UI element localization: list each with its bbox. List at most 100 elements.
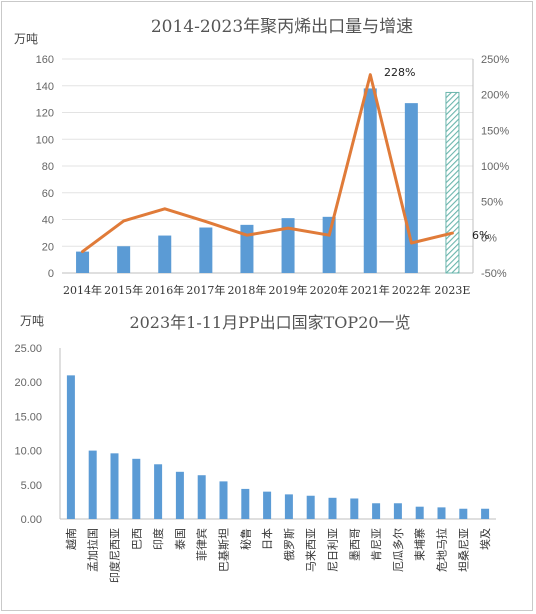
chart2-bar bbox=[197, 475, 206, 519]
chart1-y2-tick-label: 50% bbox=[481, 197, 503, 209]
chart1-y2-tick-label: 150% bbox=[481, 125, 509, 137]
chart2-bar bbox=[110, 453, 119, 519]
chart2-bar bbox=[437, 507, 446, 519]
chart2-bar bbox=[154, 464, 163, 519]
chart1-y-tick-label: 80 bbox=[42, 161, 54, 173]
chart1-x-tick-label: 2023E bbox=[434, 284, 470, 297]
chart1-x-tick-label: 2018年 bbox=[227, 283, 266, 297]
chart2-bar bbox=[241, 488, 250, 519]
chart2-x-tick-label: 印度尼西亚 bbox=[108, 528, 122, 583]
annotation-6: 6% bbox=[472, 229, 489, 242]
chart1-x-tick-label: 2015年 bbox=[104, 283, 143, 297]
chart2-x-tick-label: 孟加拉国 bbox=[86, 528, 100, 572]
chart2-x-tick-label: 日本 bbox=[260, 528, 274, 550]
chart2-x-tick-label: 坦桑尼亚 bbox=[456, 528, 470, 572]
chart-1: 2014-2023年聚丙烯出口量与增速 万吨 0 20 40 60 80 100 120 14… bbox=[14, 17, 509, 297]
chart2-y-tick-label: 10.00 bbox=[14, 446, 42, 458]
chart2-bar bbox=[481, 508, 490, 519]
chart1-y2-tick-label: 0% bbox=[481, 232, 497, 244]
chart1-y-tick-label: 140 bbox=[36, 81, 54, 93]
chart1-y-tick-label: 100 bbox=[36, 134, 54, 146]
chart2-y-tick-label: 5.00 bbox=[21, 480, 42, 492]
chart2-x-tick-label: 巴基斯坦 bbox=[217, 528, 231, 572]
chart2-x-tick-label: 印度 bbox=[151, 528, 165, 550]
chart2-x-tick-label: 墨西哥 bbox=[348, 528, 361, 561]
chart1-title: 2014-2023年聚丙烯出口量与增速 bbox=[151, 17, 413, 37]
chart1-y-tick-label: 120 bbox=[36, 108, 54, 120]
chart2-bar bbox=[350, 498, 359, 519]
chart2-bar bbox=[175, 471, 184, 519]
chart2-bar bbox=[263, 491, 272, 519]
chart1-growth-line bbox=[81, 73, 454, 254]
chart1-bar bbox=[199, 227, 213, 273]
chart-2: 2023年1-11月PP出口国家TOP20一览 万吨 0.00 5.00 10.00… bbox=[14, 313, 496, 583]
chart1-ylabel: 万吨 bbox=[14, 32, 38, 46]
chart2-y-tick-label: 20.00 bbox=[14, 377, 42, 389]
chart1-bar bbox=[76, 251, 90, 273]
chart2-x-tick-label: 菲律宾 bbox=[195, 528, 209, 561]
chart2-x-tick-label: 俄罗斯 bbox=[283, 528, 296, 561]
chart1-x-tick-label: 2017年 bbox=[186, 283, 225, 297]
chart2-bar bbox=[328, 497, 337, 519]
chart2-y-ticks: 0.00 5.00 10.00 15.00 20.00 25.00 bbox=[14, 343, 496, 526]
chart2-x-tick-label: 巴西 bbox=[130, 528, 143, 550]
chart1-x-tick-label: 2014年 bbox=[63, 283, 102, 297]
chart2-x-tick-label: 厄瓜多尔 bbox=[391, 528, 405, 572]
chart2-bar bbox=[219, 481, 228, 519]
chart2-bar bbox=[393, 503, 402, 519]
chart2-x-tick-label: 柬埔寨 bbox=[413, 528, 427, 561]
chart2-bar bbox=[415, 506, 424, 519]
chart1-y2-tick-label: -50% bbox=[481, 268, 507, 280]
chart1-x-ticks: 2014年 2015年 2016年 2017年 2018年 2019年 2020年 2021年… bbox=[63, 283, 470, 297]
chart2-title: 2023年1-11月PP出口国家TOP20一览 bbox=[129, 313, 410, 332]
chart1-x-tick-label: 2021年 bbox=[351, 283, 390, 297]
chart1-y2-ticks: -50% 0% 50% 100% 150% 200% 250% bbox=[481, 54, 509, 280]
chart1-bar bbox=[281, 218, 295, 273]
chart2-bar bbox=[306, 495, 315, 519]
chart2-bar bbox=[372, 503, 381, 519]
chart2-y-tick-label: 15.00 bbox=[14, 411, 42, 423]
chart2-bar bbox=[284, 494, 293, 519]
chart1-y-ticks: 0 20 40 60 80 100 120 140 160 bbox=[36, 54, 54, 280]
chart2-x-tick-label: 越南 bbox=[64, 528, 78, 550]
chart2-bar bbox=[66, 375, 75, 519]
chart2-x-ticks: 越南 孟加拉国 印度尼西亚 巴西 印度 泰国 菲律宾 巴基斯坦 秘鲁 日本 俄罗斯 马来西亚 尼日利亚墨… bbox=[64, 528, 492, 583]
chart1-bar bbox=[445, 91, 460, 274]
chart2-x-tick-label: 秘鲁 bbox=[238, 528, 252, 550]
annotation-228: 228% bbox=[384, 66, 415, 79]
chart2-x-tick-label: 肯尼亚 bbox=[370, 528, 383, 561]
chart2-ylabel: 万吨 bbox=[20, 314, 44, 328]
chart1-y-tick-label: 160 bbox=[36, 54, 54, 66]
chart1-y2-tick-label: 200% bbox=[481, 90, 509, 102]
chart1-x-tick-label: 2016年 bbox=[145, 283, 184, 297]
chart1-bar bbox=[404, 103, 418, 273]
chart1-x-tick-label: 2020年 bbox=[310, 283, 349, 297]
chart1-bar bbox=[240, 224, 254, 273]
chart1-y-tick-label: 0 bbox=[48, 268, 54, 280]
chart1-y-tick-label: 20 bbox=[42, 241, 54, 253]
chart2-x-tick-label: 泰国 bbox=[173, 528, 187, 550]
chart1-y-tick-label: 40 bbox=[42, 215, 54, 227]
chart1-bar bbox=[117, 246, 131, 273]
chart1-bar bbox=[363, 88, 377, 273]
chart2-y-tick-label: 25.00 bbox=[14, 343, 42, 355]
chart1-x-tick-label: 2022年 bbox=[392, 283, 431, 297]
chart1-gridlines bbox=[62, 58, 474, 274]
chart1-y2-tick-label: 250% bbox=[481, 54, 509, 66]
chart2-bar bbox=[132, 458, 141, 519]
chart1-bar bbox=[158, 235, 172, 273]
chart2-y-tick-label: 0.00 bbox=[21, 514, 42, 526]
chart2-x-tick-label: 马来西亚 bbox=[305, 528, 318, 572]
chart2-bars bbox=[66, 375, 490, 519]
chart1-bar bbox=[322, 216, 336, 273]
chart2-x-tick-label: 埃及 bbox=[478, 528, 492, 550]
chart1-growth-polyline bbox=[81, 73, 454, 254]
chart1-y2-tick-label: 100% bbox=[481, 161, 509, 173]
chart2-x-tick-label: 危地马拉 bbox=[435, 528, 449, 572]
chart2-x-tick-label: 尼日利亚 bbox=[327, 528, 340, 572]
chart2-bar bbox=[88, 450, 97, 519]
chart1-x-tick-label: 2019年 bbox=[269, 283, 308, 297]
chart1-y-tick-label: 60 bbox=[42, 188, 54, 200]
